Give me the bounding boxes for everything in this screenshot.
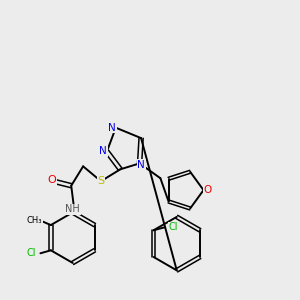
Text: S: S	[98, 176, 104, 186]
Text: N: N	[108, 123, 116, 133]
Text: Cl: Cl	[27, 248, 36, 258]
Text: Cl: Cl	[168, 222, 178, 232]
Text: O: O	[204, 185, 212, 195]
Text: NH: NH	[65, 204, 80, 214]
Text: O: O	[47, 175, 56, 185]
Text: N: N	[137, 160, 145, 170]
Text: CH₃: CH₃	[27, 216, 42, 225]
Text: N: N	[100, 146, 107, 157]
